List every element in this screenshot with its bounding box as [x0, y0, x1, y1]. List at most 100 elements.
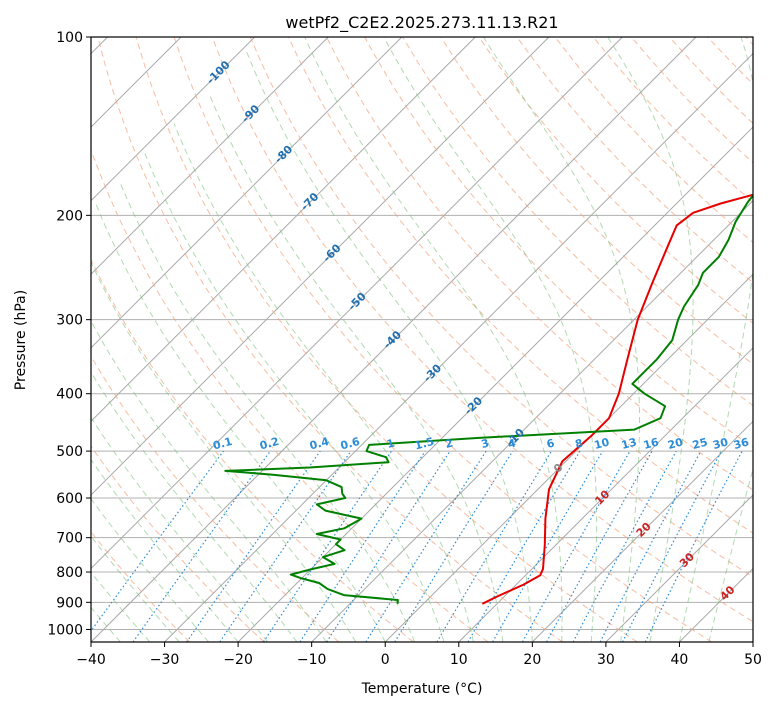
moist-adiabat-line	[94, 201, 386, 642]
mixing-ratio-label: 3	[480, 436, 491, 451]
isotherm-line	[531, 420, 753, 642]
plot-area	[91, 37, 753, 642]
mixing-ratio-label: 6	[545, 436, 556, 451]
dry-adiabat-line	[135, 37, 638, 642]
moist-adiabat-line	[91, 261, 357, 642]
mixing-ratio-label: 0.6	[339, 435, 362, 453]
mixing-ratio-line	[326, 450, 451, 642]
x-tick-label: 0	[381, 652, 390, 668]
dry-adiabat-line	[91, 258, 414, 642]
mixing-ratio-label: 13	[620, 435, 638, 452]
mixing-ratio-label: 16	[642, 435, 660, 452]
moist-adiabat-line	[91, 370, 298, 642]
x-tick-label: 50	[744, 652, 762, 668]
moist-adiabat-line	[142, 149, 445, 642]
mixing-ratio-line	[186, 450, 321, 642]
y-tick-label: 700	[56, 531, 83, 547]
moist-adiabat-line	[173, 123, 474, 642]
dry-adiabat-line	[97, 37, 563, 642]
moist-adiabat-line	[245, 49, 533, 642]
mixing-ratio-line	[262, 450, 392, 642]
y-tick-label: 300	[56, 313, 83, 329]
x-tick-label: −10	[297, 652, 327, 668]
mixing-ratio-line	[644, 450, 743, 642]
mixing-ratio-line	[521, 450, 631, 642]
y-tick-label: 200	[56, 208, 83, 224]
isotherm-line	[91, 37, 476, 423]
x-tick-label: −40	[76, 652, 106, 668]
x-tick-label: −20	[223, 652, 253, 668]
plot-frame	[90, 36, 754, 643]
mixing-ratio-line	[394, 450, 514, 642]
temperature-profile	[481, 193, 753, 605]
mixing-ratio-label: 25	[691, 435, 709, 452]
dry-adiabat-line	[91, 445, 265, 642]
y-tick-label: 800	[56, 565, 83, 581]
mixing-ratio-line	[219, 450, 352, 642]
mixing-ratio-line	[132, 450, 271, 642]
mixing-ratio-label: 0.1	[212, 435, 234, 453]
moist-adiabat-line	[91, 571, 151, 642]
moist-adiabat-line	[678, 37, 753, 642]
isotherm-line	[458, 347, 753, 642]
y-tick-label: 500	[56, 444, 83, 460]
mixing-ratio-line	[299, 450, 426, 642]
mixing-ratio-label: 10	[593, 435, 611, 452]
isotherm-line	[91, 37, 403, 349]
x-tick-label: 10	[450, 652, 468, 668]
isotherm-line	[91, 37, 623, 570]
mixing-ratio-label: 2	[444, 436, 455, 451]
dry-adiabat-line	[91, 355, 340, 642]
mixing-ratio-line	[546, 450, 653, 642]
y-axis: 100 200 300 400 500 600 700 800 900 1000	[47, 30, 91, 638]
dry-adiabat-line	[211, 37, 753, 623]
x-tick-label: 30	[597, 652, 615, 668]
mixing-ratio-label: 1.5	[413, 435, 435, 453]
mixing-ratio-label: 0.4	[308, 435, 331, 453]
y-tick-label: 400	[56, 387, 83, 403]
moist-adiabat-line	[383, 37, 598, 642]
isotherm-line	[384, 273, 753, 642]
mixing-ratio-label: 1	[385, 436, 396, 451]
mixing-ratio-label: 4	[506, 436, 517, 451]
isotherm-line	[605, 494, 753, 642]
mixing-ratio-line	[572, 450, 677, 642]
mixing-ratio-label: 20	[666, 435, 684, 452]
mixing-ratio-line	[91, 450, 224, 632]
y-tick-label: 100	[56, 30, 83, 46]
isotherm-line	[91, 37, 550, 496]
dry-adiabat-line	[173, 37, 713, 642]
mixing-ratio-label: 30	[711, 435, 729, 452]
moist-adiabat-line	[304, 37, 563, 642]
x-tick-label: −30	[150, 652, 180, 668]
moist-adiabat-line	[91, 497, 210, 642]
moist-adiabat-line	[91, 320, 327, 642]
x-axis: −40 −30 −20 −10 0 10 20 30 40 50	[76, 642, 762, 668]
isotherm-line	[91, 37, 329, 275]
y-tick-label: 900	[56, 595, 83, 611]
y-tick-label: 1000	[47, 622, 83, 638]
moist-adiabat-line	[708, 466, 753, 642]
moist-adiabat-line	[91, 535, 180, 642]
moist-adiabat-line	[91, 416, 268, 642]
mixing-ratio-label: 0.2	[258, 435, 280, 453]
dry-adiabat-line	[326, 37, 753, 491]
dry-adiabat-line	[287, 37, 753, 534]
y-axis-label: Pressure (hPa)	[13, 290, 29, 390]
moist-adiabat-line	[483, 37, 640, 642]
x-tick-label: 20	[523, 652, 541, 668]
chart-title: wetPf2_C2E2.2025.273.11.13.R21	[285, 13, 558, 33]
isotherm-line	[164, 52, 753, 642]
isotherm-line	[91, 37, 697, 642]
x-tick-label: 40	[671, 652, 689, 668]
x-axis-label: Temperature (°C)	[361, 681, 483, 697]
dry-adiabat-line	[249, 37, 753, 578]
mixing-ratio-label: 36	[732, 435, 750, 452]
mixing-ratio-label: 8	[574, 436, 585, 451]
moist-adiabat-line	[208, 94, 504, 642]
dewpoint-profile	[224, 193, 753, 604]
moist-adiabat-line	[607, 37, 694, 642]
isotherm-line	[91, 37, 256, 202]
